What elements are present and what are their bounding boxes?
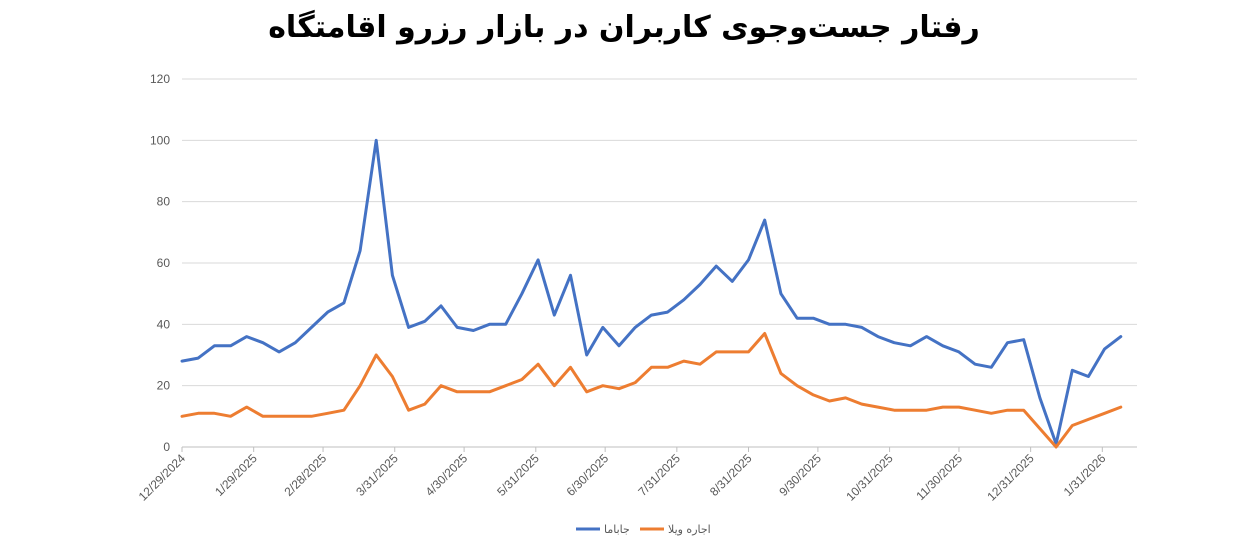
x-tick-label: 2/28/2025	[282, 451, 330, 499]
y-tick-label: 0	[163, 440, 170, 454]
y-tick-label: 100	[150, 133, 170, 147]
legend-label: اجاره ویلا	[668, 523, 711, 536]
x-tick-label: 7/31/2025	[635, 451, 683, 499]
y-tick-label: 80	[157, 195, 171, 209]
x-tick-label: 5/31/2025	[494, 451, 542, 499]
y-tick-label: 60	[157, 256, 171, 270]
x-tick-label: 6/30/2025	[564, 451, 612, 499]
x-tick-label: 8/31/2025	[707, 451, 755, 499]
y-tick-label: 40	[157, 317, 171, 331]
y-tick-label: 120	[150, 72, 170, 86]
x-tick-label: 9/30/2025	[776, 451, 824, 499]
chart-title: رفتار جست‌وجوی کاربران در بازار رزرو اقا…	[268, 10, 980, 45]
series-line	[180, 332, 1123, 449]
series-line	[180, 138, 1123, 446]
x-tick-label: 11/30/2025	[913, 451, 965, 503]
series-lines	[180, 138, 1123, 449]
legend-label: جاباما	[604, 523, 630, 536]
x-tick-label: 10/31/2025	[843, 451, 896, 504]
y-tick-label: 20	[157, 379, 171, 393]
gridlines	[182, 78, 1137, 387]
x-tick-label: 3/31/2025	[353, 451, 401, 499]
legend: جاباما اجاره ویلا	[576, 523, 711, 536]
x-axis-ticks: 12/29/2024 1/29/2025 2/28/2025 3/31/2025 4/3…	[136, 447, 1109, 504]
x-tick-label: 12/31/2025	[984, 451, 1037, 504]
y-axis-ticks: 0 20 40 60 80 100 120	[150, 72, 170, 454]
x-tick-label: 12/29/2024	[136, 451, 189, 504]
x-tick-label: 1/29/2025	[212, 451, 260, 499]
x-tick-label: 1/31/2026	[1061, 451, 1109, 499]
x-tick-label: 4/30/2025	[423, 451, 471, 499]
